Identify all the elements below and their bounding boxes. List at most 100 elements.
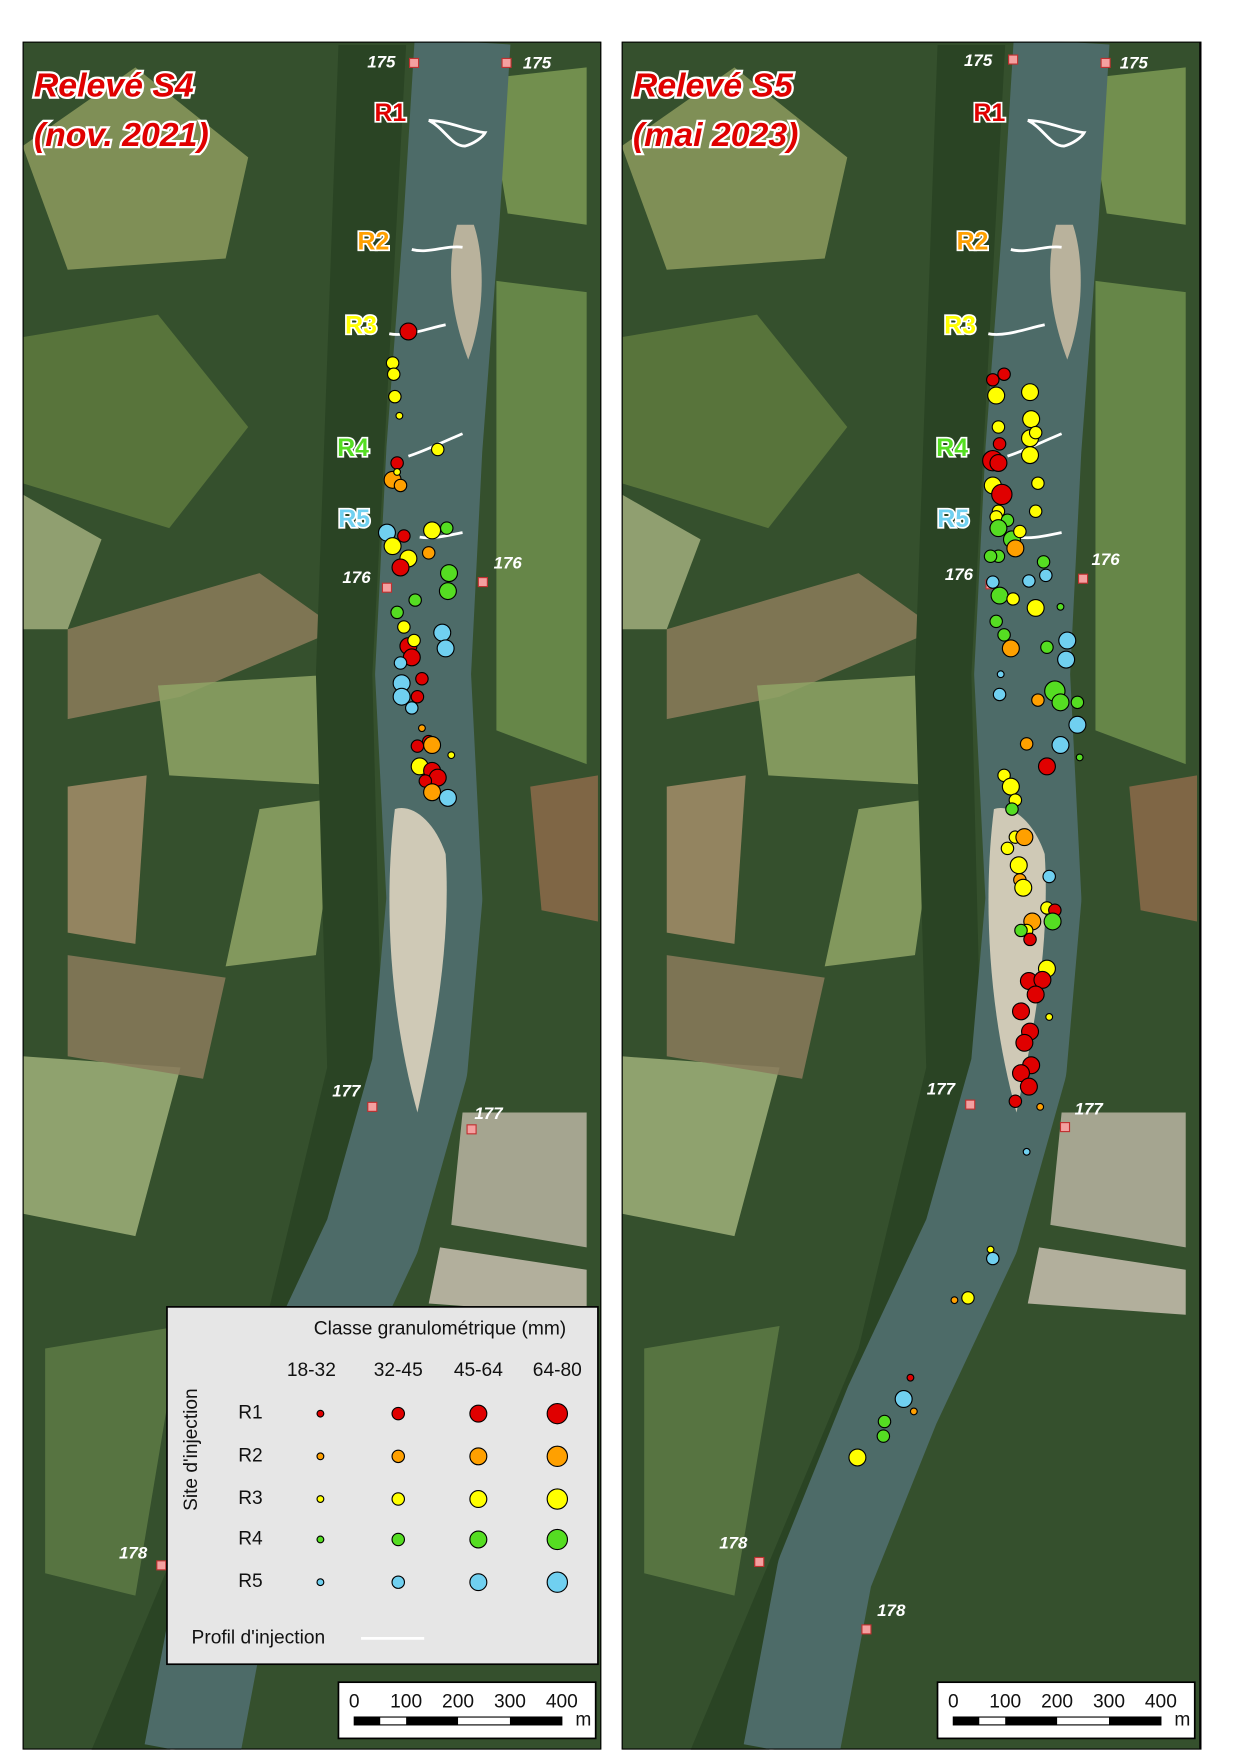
- km-marker: [1059, 1122, 1071, 1133]
- legend-symbol: [469, 1530, 488, 1549]
- field: [1129, 775, 1198, 922]
- legend-box: [166, 1306, 599, 1666]
- gravel-bar: [1050, 224, 1081, 360]
- legend-symbol: [316, 1409, 325, 1418]
- km-label: 178: [719, 1533, 748, 1552]
- legend-symbol: [316, 1535, 325, 1544]
- pebble: [1000, 841, 1015, 856]
- pebble: [1006, 592, 1020, 606]
- pebble: [997, 628, 1011, 642]
- pebble: [1009, 856, 1028, 875]
- pebble: [1001, 639, 1020, 658]
- km-marker: [381, 582, 393, 593]
- pebble: [408, 593, 422, 607]
- legend-symbol: [546, 1402, 569, 1425]
- legend-symbol: [546, 1488, 569, 1510]
- legend-class: 45-64: [454, 1360, 503, 1381]
- km-marker: [1100, 57, 1111, 68]
- field: [67, 955, 226, 1079]
- pebble: [390, 456, 404, 470]
- pebble: [1036, 1102, 1045, 1111]
- pebble: [417, 724, 426, 733]
- site-label: R5: [937, 506, 969, 533]
- pebble: [1033, 970, 1052, 989]
- km-marker: [861, 1624, 872, 1635]
- site-label: R4: [936, 435, 968, 462]
- scale-unit: m: [575, 1709, 591, 1730]
- pebble: [992, 687, 1007, 702]
- pebble: [1028, 425, 1043, 440]
- pebble: [906, 1373, 915, 1382]
- site-label: R5: [338, 506, 370, 533]
- pebble: [1006, 539, 1025, 558]
- legend-symbol: [391, 1492, 406, 1506]
- pebble: [393, 478, 408, 493]
- riparian-forest: [690, 44, 1006, 1750]
- field: [1027, 1247, 1186, 1315]
- pebble: [1026, 598, 1045, 617]
- pebble: [909, 1407, 918, 1416]
- field: [757, 674, 961, 787]
- km-label: 175: [964, 51, 993, 70]
- scale-label: 300: [1093, 1692, 1125, 1713]
- pebble: [1045, 1013, 1054, 1021]
- legend-symbol: [546, 1571, 569, 1593]
- pebble: [986, 575, 1000, 589]
- field: [451, 1112, 587, 1248]
- legend: Classe granulométrique (mm) Site d'inject…: [166, 1306, 599, 1666]
- scale-label: 100: [989, 1692, 1021, 1713]
- km-label: 178: [119, 1544, 148, 1563]
- legend-symbol: [316, 1452, 325, 1461]
- pebble: [1023, 932, 1037, 947]
- field: [485, 67, 587, 225]
- pebble: [399, 322, 418, 341]
- pebble: [1013, 524, 1027, 539]
- pebble: [393, 656, 408, 670]
- km-label: 176: [494, 554, 523, 573]
- field: [428, 1247, 587, 1315]
- pebble: [438, 788, 457, 807]
- scale-label: 0: [948, 1692, 959, 1713]
- panel-title: Relevé S5: [633, 67, 794, 105]
- legend-symbol: [316, 1495, 325, 1503]
- km-label: 177: [474, 1104, 504, 1123]
- legend-axis-label: Site d'injection: [181, 1388, 202, 1510]
- injection-profile: [1027, 118, 1087, 148]
- pebble: [385, 356, 400, 370]
- pebble: [877, 1414, 892, 1429]
- scale-box: [936, 1681, 1196, 1740]
- legend-profile-label: Profil d'injection: [192, 1627, 326, 1648]
- field: [666, 775, 746, 944]
- pebble: [987, 386, 1006, 405]
- pebble: [1021, 446, 1040, 465]
- pebble: [1014, 878, 1033, 897]
- panel-subtitle: (mai 2023): [633, 116, 798, 154]
- km-marker: [477, 577, 488, 588]
- pebble: [1057, 650, 1076, 669]
- site-label: R3: [345, 313, 377, 340]
- pebble: [439, 564, 459, 583]
- legend-symbol: [391, 1449, 406, 1464]
- pebble: [1051, 736, 1070, 755]
- km-label: 176: [1092, 550, 1121, 569]
- scale-segment: [1005, 1717, 1058, 1725]
- pebble: [989, 453, 1008, 472]
- pebble: [1036, 555, 1051, 569]
- riparian-forest: [91, 44, 407, 1750]
- pebble: [1015, 1033, 1034, 1052]
- pebble: [1021, 383, 1040, 402]
- km-marker: [156, 1560, 167, 1571]
- pebble: [1075, 753, 1084, 762]
- pebble: [397, 529, 411, 543]
- field: [22, 67, 249, 270]
- legend-site: R1: [238, 1403, 263, 1424]
- pebble: [1058, 631, 1077, 650]
- pebble: [1056, 602, 1065, 611]
- pebble: [894, 1390, 913, 1409]
- injection-profile: [419, 531, 463, 540]
- km-marker: [466, 1124, 477, 1135]
- injection-profile: [388, 323, 446, 336]
- scale-box: [337, 1681, 597, 1740]
